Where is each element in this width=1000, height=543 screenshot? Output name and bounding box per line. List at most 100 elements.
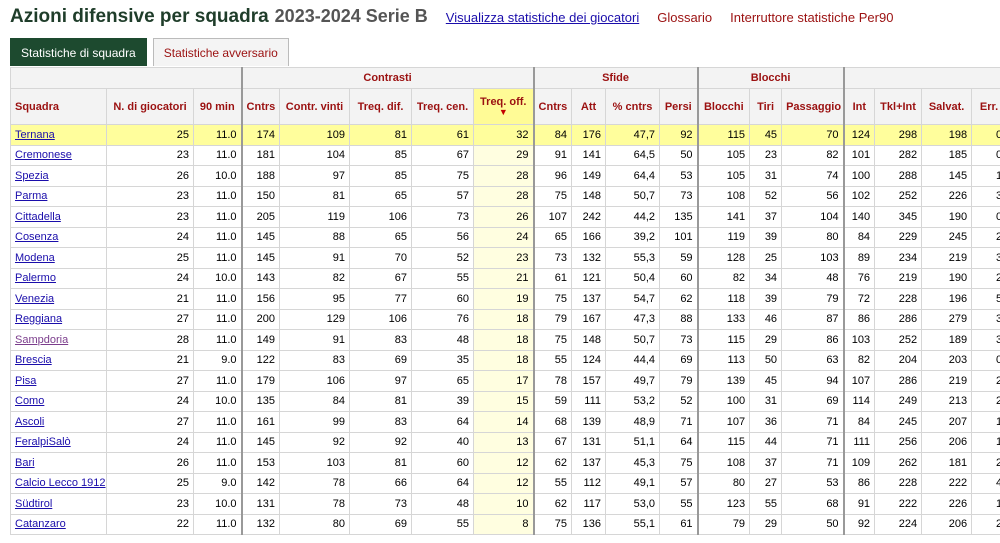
col-num-players-cell: 25 bbox=[106, 472, 194, 494]
col-tkl-int-cell: 252 bbox=[874, 329, 923, 351]
col-tkl-int-header[interactable]: Tkl+Int bbox=[874, 88, 923, 125]
col-treq-cen-cell: 57 bbox=[411, 185, 475, 207]
col-treq-cen-cell: 40 bbox=[411, 431, 475, 453]
col-90min-header[interactable]: 90 min bbox=[192, 88, 243, 125]
team-link[interactable]: Parma bbox=[15, 190, 48, 203]
col-90min-cell: 11.0 bbox=[192, 370, 243, 392]
col-salvat-cell: 190 bbox=[921, 206, 973, 228]
col-contrasti-cntrs-cell: 132 bbox=[240, 513, 281, 535]
col-pct-cntrs-cell: 47,7 bbox=[605, 124, 661, 146]
col-contr-vinti-cell: 99 bbox=[279, 411, 351, 433]
team-link[interactable]: Brescia bbox=[15, 354, 52, 367]
col-treq-dif-cell: 83 bbox=[349, 329, 413, 351]
col-tkl-int-cell: 256 bbox=[874, 431, 923, 453]
per90-toggle-link[interactable]: Interruttore statistiche Per90 bbox=[730, 10, 894, 25]
col-sfide-cntrs-cell: 61 bbox=[532, 267, 573, 289]
col-treq-dif-header[interactable]: Treq. dif. bbox=[349, 88, 413, 125]
col-contr-vinti-header[interactable]: Contr. vinti bbox=[279, 88, 351, 125]
col-treq-off-cell: 14 bbox=[473, 411, 535, 433]
col-passaggio-cell: 74 bbox=[781, 165, 845, 187]
team-link[interactable]: Palermo bbox=[15, 272, 56, 285]
col-contr-vinti-cell: 78 bbox=[279, 472, 351, 494]
team-link[interactable]: FeralpiSalò bbox=[15, 436, 71, 449]
col-contrasti-cntrs-header[interactable]: Cntrs bbox=[240, 88, 281, 125]
col-sfide-cntrs-cell: 79 bbox=[532, 308, 573, 330]
col-salvat-header[interactable]: Salvat. bbox=[921, 88, 973, 125]
col-squadra-cell: Ascoli bbox=[10, 411, 107, 433]
team-link[interactable]: Cremonese bbox=[15, 149, 72, 162]
group-header-blank bbox=[9, 67, 243, 89]
team-link[interactable]: Bari bbox=[15, 456, 35, 469]
team-link[interactable]: Cosenza bbox=[15, 231, 59, 244]
col-int-header[interactable]: Int bbox=[842, 88, 876, 125]
team-link[interactable]: Südtirol bbox=[15, 497, 53, 510]
col-pct-cntrs-header[interactable]: % cntrs bbox=[605, 88, 661, 125]
col-contr-vinti-cell: 109 bbox=[279, 124, 351, 146]
col-squadra-header[interactable]: Squadra bbox=[10, 88, 107, 125]
team-link[interactable]: Reggiana bbox=[15, 313, 63, 326]
col-persi-cell: 55 bbox=[659, 493, 699, 515]
col-contr-vinti-cell: 106 bbox=[279, 370, 351, 392]
col-sfide-cntrs-header[interactable]: Cntrs bbox=[532, 88, 573, 125]
col-tiri-cell: 45 bbox=[749, 370, 783, 392]
col-err-cell: 1 bbox=[971, 411, 1000, 433]
col-passaggio-cell: 71 bbox=[781, 411, 845, 433]
col-num-players-cell: 23 bbox=[106, 144, 194, 166]
col-persi-cell: 53 bbox=[659, 165, 699, 187]
team-link[interactable]: Venezia bbox=[15, 292, 55, 305]
team-link[interactable]: Calcio Lecco 1912 bbox=[15, 477, 106, 490]
col-tiri-header[interactable]: Tiri bbox=[749, 88, 783, 125]
glossary-link[interactable]: Glossario bbox=[657, 10, 713, 25]
col-num-players-header[interactable]: N. di giocatori bbox=[106, 88, 194, 125]
col-att-cell: 242 bbox=[571, 206, 607, 228]
col-err-cell: 0 bbox=[971, 124, 1000, 146]
col-err-header[interactable]: Err. bbox=[971, 88, 1000, 125]
col-salvat-cell: 206 bbox=[921, 431, 973, 453]
col-int-cell: 101 bbox=[842, 144, 876, 166]
table-row: Parma 23 11.0 150 81 65 57 28 75 148 50,7 73 108 52 56… bbox=[10, 185, 1000, 207]
sort-desc-icon: ▼ bbox=[498, 107, 508, 117]
col-num-players-cell: 23 bbox=[106, 185, 194, 207]
tab-opponent-stats[interactable]: Statistiche avversario bbox=[152, 38, 289, 66]
team-link[interactable]: Ascoli bbox=[15, 415, 45, 428]
team-link[interactable]: Sampdoria bbox=[15, 333, 69, 346]
tab-team-stats[interactable]: Statistiche di squadra bbox=[10, 38, 147, 66]
col-blocchi-cell: 105 bbox=[696, 165, 751, 187]
team-link[interactable]: Catanzaro bbox=[15, 518, 66, 531]
col-int-cell: 84 bbox=[842, 226, 876, 248]
col-sfide-cntrs-cell: 107 bbox=[532, 206, 573, 228]
col-squadra-cell: Venezia bbox=[10, 288, 107, 310]
col-contr-vinti-cell: 91 bbox=[279, 329, 351, 351]
col-squadra-cell: Pisa bbox=[10, 370, 107, 392]
col-num-players-cell: 21 bbox=[106, 288, 194, 310]
col-90min-cell: 10.0 bbox=[192, 165, 243, 187]
col-treq-off-header[interactable]: Treq. off. ▼ bbox=[473, 88, 535, 125]
col-treq-dif-cell: 81 bbox=[349, 452, 413, 474]
col-treq-cen-header[interactable]: Treq. cen. bbox=[411, 88, 475, 125]
col-salvat-cell: 213 bbox=[921, 390, 973, 412]
col-passaggio-cell: 63 bbox=[781, 349, 845, 371]
col-persi-header[interactable]: Persi bbox=[659, 88, 699, 125]
col-passaggio-header[interactable]: Passaggio bbox=[781, 88, 845, 125]
team-link[interactable]: Como bbox=[15, 395, 45, 408]
col-tkl-int-cell: 245 bbox=[874, 411, 923, 433]
col-blocchi-cell: 107 bbox=[696, 411, 751, 433]
col-att-header[interactable]: Att bbox=[571, 88, 607, 125]
col-persi-cell: 61 bbox=[659, 513, 699, 535]
team-link[interactable]: Pisa bbox=[15, 374, 37, 387]
col-err-cell: 4 bbox=[971, 472, 1000, 494]
team-link[interactable]: Ternana bbox=[15, 128, 55, 141]
team-link[interactable]: Modena bbox=[15, 251, 55, 264]
col-squadra-cell: Südtirol bbox=[10, 493, 107, 515]
col-err-cell: 3 bbox=[971, 185, 1000, 207]
col-salvat-cell: 245 bbox=[921, 226, 973, 248]
col-90min-cell: 11.0 bbox=[192, 247, 243, 269]
team-link[interactable]: Cittadella bbox=[15, 210, 61, 223]
player-stats-link[interactable]: Visualizza statistiche dei giocatori bbox=[445, 10, 640, 25]
col-passaggio-cell: 82 bbox=[781, 144, 845, 166]
col-blocchi-header[interactable]: Blocchi bbox=[696, 88, 751, 125]
col-int-cell: 140 bbox=[842, 206, 876, 228]
col-tkl-int-cell: 286 bbox=[874, 308, 923, 330]
col-sfide-cntrs-cell: 62 bbox=[532, 452, 573, 474]
team-link[interactable]: Spezia bbox=[15, 169, 49, 182]
